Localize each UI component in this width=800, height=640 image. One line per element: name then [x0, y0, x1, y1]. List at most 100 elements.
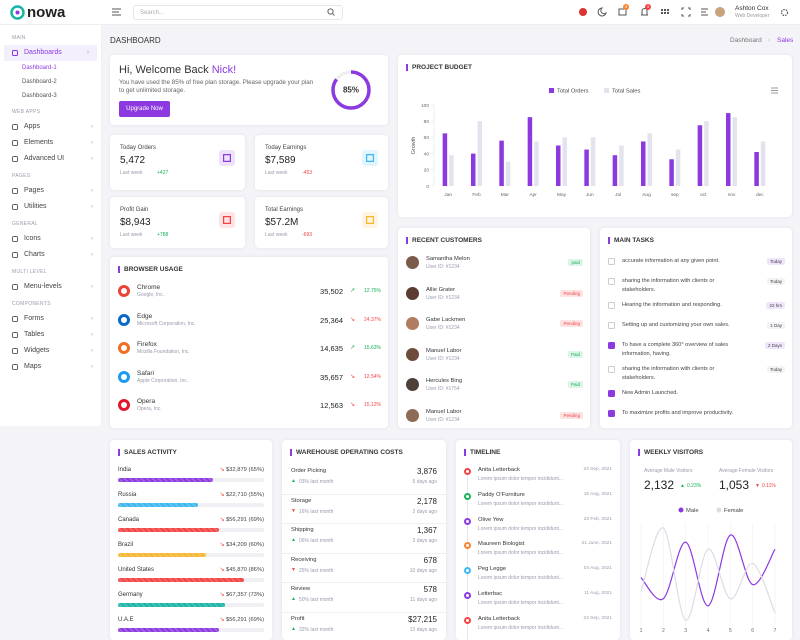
avatar[interactable]: [715, 7, 725, 17]
cost-change: 32% last month: [299, 626, 334, 633]
sidebar-item[interactable]: Icons ›: [0, 231, 101, 247]
task-checkbox[interactable]: [608, 366, 615, 373]
sidebar-chevron: ›: [91, 140, 93, 146]
timeline-name: Peg Legge: [478, 566, 507, 573]
sidebar-item[interactable]: Maps ›: [0, 359, 101, 375]
visitor-change: 0.11%: [762, 483, 776, 489]
menu-toggle[interactable]: [112, 8, 121, 16]
messages-icon[interactable]: [701, 8, 708, 16]
sidebar-item[interactable]: Elements ›: [0, 135, 101, 151]
task-checkbox[interactable]: [608, 258, 615, 265]
sidebar-subitem[interactable]: Dashboard-2: [22, 79, 57, 85]
task-checkbox[interactable]: [608, 302, 615, 309]
sidebar-item[interactable]: Utilities ›: [0, 199, 101, 215]
breadcrumb-item[interactable]: Dashboard: [730, 37, 762, 44]
browser-name: Chrome: [137, 284, 161, 291]
card-title: BROWSER USAGE: [118, 266, 183, 273]
sidebar-chevron: ›: [87, 50, 89, 56]
browser-name: Opera: [137, 398, 156, 405]
cost-label: Storage: [291, 497, 312, 504]
sidebar-item[interactable]: Charts ›: [0, 247, 101, 263]
task-checkbox[interactable]: [608, 390, 615, 397]
timeline-dot: [464, 468, 471, 475]
timeline-text: Lorem ipsum dolor tempor incididunt...: [478, 624, 564, 631]
breadcrumb-separator: ›: [768, 37, 771, 44]
y-tick-label: 0: [426, 184, 429, 190]
fullscreen-icon[interactable]: [681, 7, 691, 17]
stat-card: Profit Gain $8,943 Last week +788: [110, 197, 245, 248]
sidebar-item[interactable]: Tables ›: [0, 327, 101, 343]
customer-avatar: [406, 286, 419, 300]
browser-icon: [118, 370, 130, 383]
sidebar-label: Forms: [24, 315, 44, 322]
bell-icon[interactable]: [641, 8, 648, 16]
browser-value: 35,502: [320, 287, 343, 296]
sidebar-icon: [12, 348, 18, 354]
card-title: WAREHOUSE OPERATING COSTS: [290, 449, 403, 456]
cost-time: 10 days ago: [409, 567, 437, 574]
browser-change: 24.37%: [364, 316, 381, 323]
apps-icon[interactable]: [661, 9, 669, 14]
sidebar-item[interactable]: Menu-levels ›: [0, 279, 101, 295]
task-checkbox[interactable]: [608, 342, 615, 349]
sidebar-chevron: ›: [91, 348, 93, 354]
timeline-dot: [464, 542, 471, 550]
upgrade-button[interactable]: Upgrade Now: [119, 101, 170, 117]
visitor-label: Average Female Visitors: [719, 468, 774, 474]
search-icon[interactable]: [327, 8, 335, 16]
sidebar-label: Dashboards: [24, 49, 62, 56]
sidebar-item[interactable]: Widgets ›: [0, 343, 101, 359]
sidebar-icon: [12, 188, 18, 194]
bar: [619, 145, 624, 186]
task-checkbox[interactable]: [608, 322, 615, 329]
sales-trend: ↘: [219, 592, 226, 598]
sidebar-item[interactable]: Pages ›: [0, 183, 101, 199]
line-series: [640, 527, 776, 621]
sales-activity-card: SALES ACTIVITY India ↘ $32,879 (65%) Russi…: [110, 440, 272, 640]
sidebar-item[interactable]: Dashboards ›: [4, 45, 97, 61]
stat-card: Total Earnings $57.2M Last week -693: [255, 197, 388, 248]
sales-value: $56,291: [225, 517, 247, 523]
x-tick-label: sep: [671, 193, 679, 198]
progress-bar: [118, 503, 199, 507]
search-box[interactable]: Search...: [133, 5, 343, 20]
stat-change: -453: [302, 170, 313, 176]
sidebar-subitem[interactable]: Dashboard-1: [22, 65, 57, 71]
sales-percent: (60%): [248, 542, 264, 548]
welcome-greeting: Hi, Welcome Back: [119, 64, 212, 76]
task-badge: 1 Day: [767, 322, 785, 329]
trend-arrow: ▼: [755, 483, 760, 489]
task-checkbox[interactable]: [608, 410, 615, 417]
theme-icon[interactable]: [597, 7, 607, 17]
browser-change: 12.54%: [364, 373, 381, 380]
x-tick-label: Apr: [529, 192, 537, 198]
cart-icon[interactable]: [618, 8, 627, 16]
progress-label: 85%: [343, 86, 359, 95]
sidebar-item[interactable]: Advanced UI ›: [0, 151, 101, 167]
legend-swatch: [604, 88, 609, 93]
page-title: DASHBOARD: [110, 36, 161, 45]
timeline-date: 23 Sep, 2021: [583, 615, 612, 621]
task-text: To maximize profits and improve producti…: [622, 410, 734, 416]
status-badge: Pending: [560, 289, 583, 297]
sidebar-label: Tables: [24, 331, 45, 338]
sales-percent: (65%): [248, 467, 264, 473]
sales-amount: ↘ $22,710 (55%): [219, 492, 264, 498]
timeline-axis: [467, 470, 468, 640]
settings-icon[interactable]: [780, 8, 789, 17]
sidebar-icon: [12, 204, 18, 210]
sidebar-subitem[interactable]: Dashboard-3: [22, 93, 57, 99]
sidebar-item[interactable]: Forms ›: [0, 311, 101, 327]
timeline-dot: [464, 592, 471, 599]
divider: [282, 611, 446, 613]
sales-trend: ↘: [219, 467, 226, 473]
sidebar-item[interactable]: Apps ›: [0, 119, 101, 135]
task-checkbox[interactable]: [608, 278, 615, 285]
bar: [647, 133, 652, 186]
stat-period: Last week: [265, 170, 288, 176]
browser-company: Apple Corporation, Inc.: [137, 377, 189, 384]
sidebar-label: Elements: [24, 139, 54, 146]
user-role: Web Developer: [735, 13, 770, 19]
flag-icon[interactable]: [579, 8, 587, 16]
y-tick-label: 100: [421, 103, 429, 109]
